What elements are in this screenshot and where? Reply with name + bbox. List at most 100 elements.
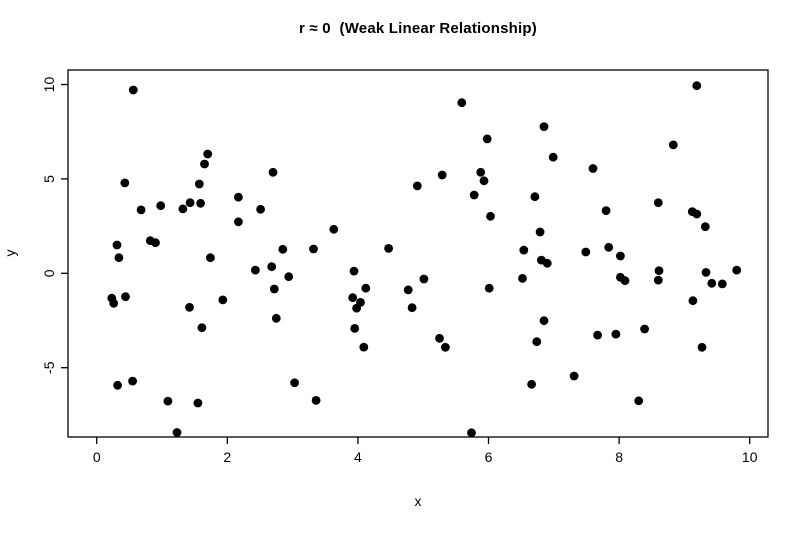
data-point [206, 253, 215, 263]
data-point [172, 428, 182, 437]
x-tick-label: 10 [742, 449, 758, 465]
x-tick-label: 4 [354, 449, 362, 465]
data-point [196, 198, 206, 208]
data-point [419, 274, 429, 284]
data-point [269, 284, 279, 294]
data-point [692, 81, 702, 91]
data-point [256, 204, 265, 214]
data-point [700, 222, 710, 232]
data-point [484, 283, 494, 293]
data-point [519, 245, 529, 255]
data-point [604, 242, 614, 252]
data-point [197, 323, 207, 333]
data-point [309, 244, 318, 254]
data-point [278, 244, 288, 254]
data-point [329, 224, 339, 234]
data-point [569, 371, 579, 381]
data-point [601, 206, 611, 216]
data-point [542, 258, 552, 268]
plot-border [67, 69, 769, 438]
chart-title: r ≈ 0 (Weak Linear Relationship) [299, 20, 537, 37]
data-point [717, 279, 727, 289]
data-point [407, 303, 417, 313]
y-tick-label: -5 [41, 361, 57, 374]
x-tick-label: 8 [615, 449, 623, 465]
data-point [732, 265, 742, 275]
data-point [479, 176, 489, 186]
data-point [640, 324, 649, 334]
x-tick-label: 0 [93, 449, 101, 465]
data-point [112, 240, 122, 250]
data-point [539, 316, 549, 326]
data-point [109, 298, 119, 308]
data-point [482, 134, 492, 144]
data-point [163, 396, 173, 406]
data-point [653, 275, 663, 285]
data-point [284, 272, 294, 282]
data-point [476, 167, 486, 177]
y-tick-label: 5 [41, 175, 57, 183]
data-point [403, 285, 413, 295]
data-point [469, 190, 479, 200]
y-tick-label: 0 [41, 269, 57, 277]
data-point [268, 167, 278, 177]
data-point [518, 274, 527, 283]
data-point [441, 342, 450, 352]
data-point [120, 178, 130, 188]
data-point [185, 198, 195, 208]
data-point [348, 293, 358, 303]
data-point [271, 313, 281, 323]
data-point [384, 244, 393, 253]
data-point [128, 85, 138, 95]
data-point [588, 164, 598, 173]
data-point [311, 396, 321, 405]
data-point [653, 198, 663, 208]
data-point [437, 170, 447, 180]
data-point [548, 152, 558, 162]
data-point [156, 201, 166, 211]
x-tick-label: 6 [485, 449, 493, 465]
data-point [467, 428, 476, 438]
data-point [361, 283, 371, 293]
data-point [486, 211, 495, 221]
data-point [114, 253, 124, 263]
data-point [194, 179, 204, 189]
data-point [203, 149, 213, 159]
data-point [290, 378, 299, 388]
data-point [200, 159, 209, 169]
data-point [535, 227, 545, 237]
data-point [530, 192, 540, 202]
data-point [527, 379, 536, 389]
data-point [707, 278, 717, 288]
data-point [350, 324, 360, 333]
data-point [193, 398, 203, 408]
data-point [668, 140, 678, 150]
data-point [692, 209, 702, 219]
data-point [634, 396, 644, 406]
data-point [539, 122, 549, 131]
data-point [121, 292, 130, 302]
data-point [532, 337, 542, 347]
y-axis-label: y [2, 249, 18, 257]
data-point [251, 265, 260, 275]
y-tick-label: 10 [41, 77, 57, 93]
data-point [457, 98, 467, 108]
data-point [611, 329, 621, 339]
data-point [359, 342, 369, 352]
x-axis-label: x [414, 493, 422, 509]
data-point [151, 238, 160, 248]
data-point [616, 251, 625, 261]
data-point [352, 303, 361, 313]
data-point [620, 276, 630, 286]
data-point [234, 192, 243, 202]
data-point [218, 295, 228, 305]
data-point [234, 217, 243, 227]
x-tick-label: 2 [223, 449, 231, 465]
data-point [697, 342, 707, 352]
data-point [701, 268, 711, 277]
data-point [435, 333, 444, 343]
data-point [593, 330, 602, 340]
data-point [412, 181, 422, 191]
